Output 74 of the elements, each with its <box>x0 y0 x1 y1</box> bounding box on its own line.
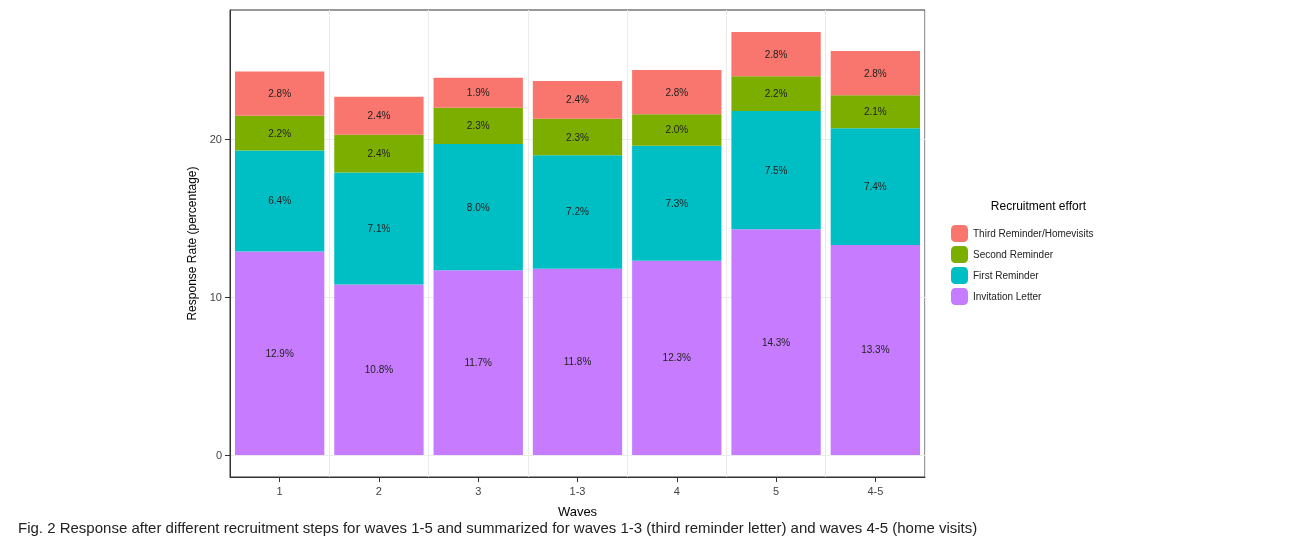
legend-label: Invitation Letter <box>973 291 1043 302</box>
bar <box>830 245 921 455</box>
bar <box>532 155 623 269</box>
x-tick-label: 4-5 <box>867 484 884 497</box>
data-label: 7.3% <box>665 197 689 209</box>
data-label: 1.9% <box>466 87 490 99</box>
data-label: 12.3% <box>662 352 692 364</box>
data-label: 2.4% <box>566 94 589 106</box>
data-label: 12.9% <box>265 347 294 359</box>
legend-label: Third Reminder/Homevisits <box>973 228 1094 239</box>
bar <box>731 229 821 455</box>
x-tick-label: 1 <box>276 484 283 497</box>
bar <box>433 77 523 108</box>
legend-label: First Reminder <box>973 270 1040 281</box>
bar <box>234 150 325 252</box>
data-label: 2.4% <box>367 110 391 122</box>
bar <box>731 32 821 77</box>
bar <box>632 114 722 146</box>
bar <box>532 81 623 119</box>
data-label: 2.2% <box>268 127 292 139</box>
bar <box>234 251 325 455</box>
data-label: 8.0% <box>466 201 490 213</box>
data-label: 2.8% <box>863 67 887 79</box>
y-tick-label: 0 <box>215 448 222 461</box>
x-tick-label: 1-3 <box>569 484 586 497</box>
data-label: 2.3% <box>566 131 589 143</box>
bar <box>632 260 722 455</box>
y-tick-label: 20 <box>209 133 222 146</box>
bar <box>532 118 623 156</box>
bar <box>830 128 921 246</box>
bar <box>433 270 523 455</box>
bar <box>334 172 424 285</box>
data-label: 13.3% <box>861 344 890 356</box>
bar <box>830 51 921 96</box>
bar <box>234 71 325 116</box>
data-label: 2.8% <box>665 86 689 98</box>
data-label: 2.3% <box>466 120 490 132</box>
data-label: 2.8% <box>268 88 292 100</box>
data-label: 2.1% <box>863 106 887 118</box>
x-tick-label: 2 <box>375 484 382 497</box>
data-label: 7.5% <box>764 164 788 176</box>
bar <box>632 145 722 261</box>
y-axis-title: Response Rate (percentage) <box>185 166 199 321</box>
x-tick-label: 4 <box>673 484 680 497</box>
data-label: 2.4% <box>367 148 391 160</box>
legend-label: Second Reminder <box>973 249 1054 260</box>
bar <box>234 115 325 151</box>
x-tick-label: 3 <box>475 484 482 497</box>
x-axis-title: Waves <box>557 504 598 519</box>
caption: Fig. 2 Response after different recruitment steps for waves 1-5 and summarized for waves 1-3 (third reminder letter) and waves 4-5 (home visits) <box>18 519 978 536</box>
bar <box>830 95 921 129</box>
data-label: 7.4% <box>863 181 887 193</box>
data-label: 7.1% <box>367 223 391 235</box>
data-label: 7.2% <box>566 206 589 218</box>
bar <box>334 96 424 135</box>
data-label: 11.7% <box>464 357 493 369</box>
legend-title: Recruitment effort <box>990 199 1087 213</box>
data-label: 11.8% <box>563 356 592 368</box>
data-label: 2.2% <box>764 88 788 100</box>
bar <box>334 134 424 173</box>
data-label: 6.4% <box>268 195 292 207</box>
y-tick-label: 10 <box>209 291 222 304</box>
bar <box>532 268 623 455</box>
x-tick-label: 5 <box>773 484 780 497</box>
data-label: 14.3% <box>761 336 791 348</box>
data-label: 10.8% <box>364 364 394 376</box>
data-label: 2.8% <box>764 48 788 60</box>
bar <box>433 107 523 145</box>
bar <box>632 69 722 115</box>
bar <box>334 284 424 455</box>
data-label: 2.0% <box>665 124 689 136</box>
bar <box>731 76 821 111</box>
bar <box>433 144 523 271</box>
bar <box>731 110 821 230</box>
